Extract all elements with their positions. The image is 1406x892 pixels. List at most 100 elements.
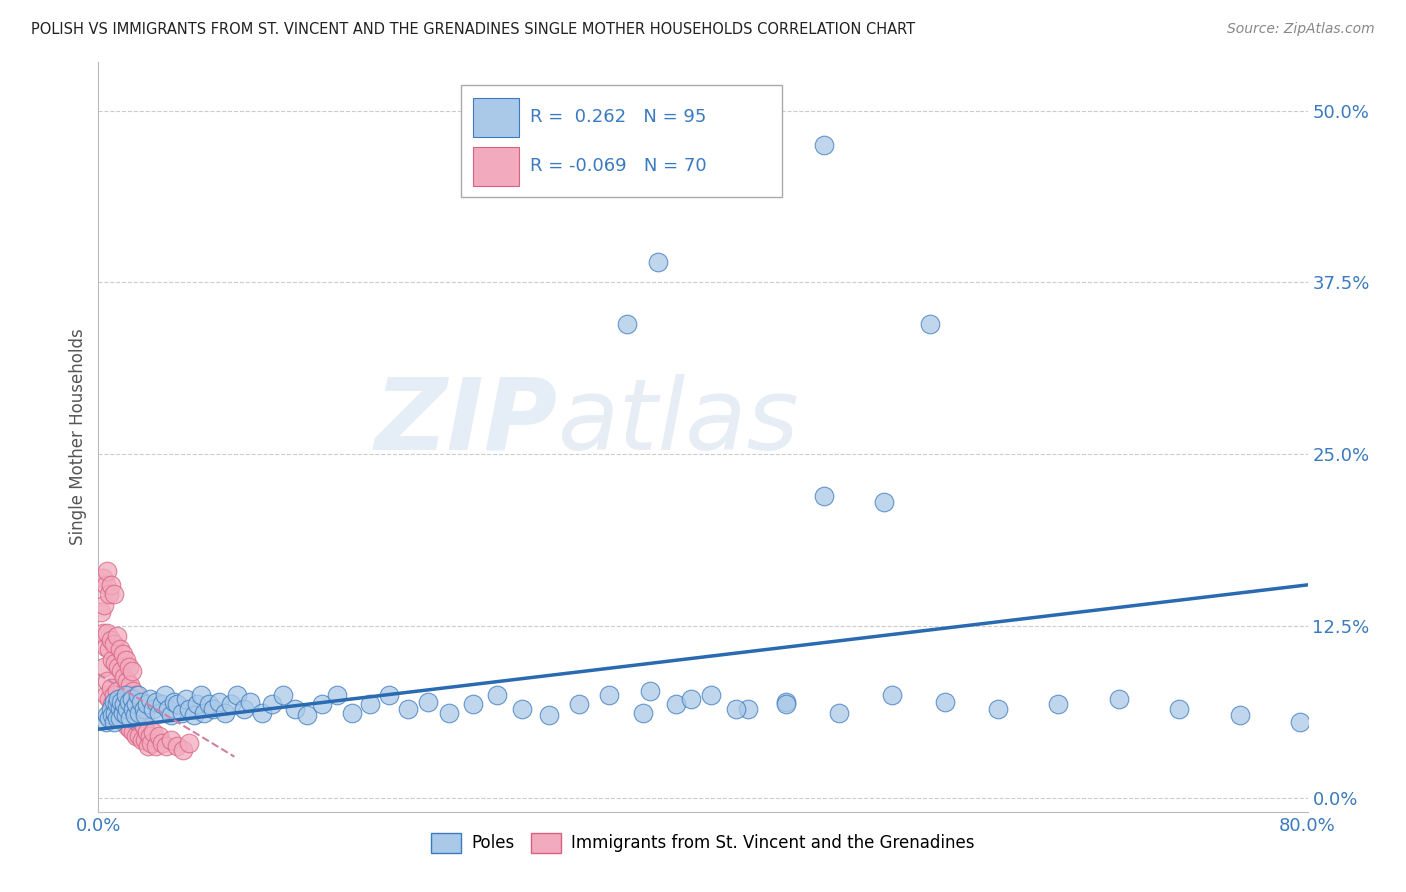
Point bbox=[153, 688, 176, 702]
Bar bbox=[474, 98, 519, 137]
Point bbox=[120, 678, 142, 692]
Point bbox=[160, 733, 183, 747]
Point bbox=[183, 708, 205, 723]
Point bbox=[166, 739, 188, 753]
Point bbox=[121, 708, 143, 723]
Point bbox=[108, 692, 131, 706]
Point bbox=[114, 701, 136, 715]
Point bbox=[232, 701, 254, 715]
Point bbox=[326, 688, 349, 702]
Point bbox=[190, 688, 212, 702]
Point bbox=[166, 698, 188, 712]
Point bbox=[105, 711, 128, 725]
Point bbox=[250, 706, 273, 720]
Point bbox=[124, 711, 146, 725]
Point bbox=[118, 695, 141, 709]
Text: atlas: atlas bbox=[558, 374, 800, 471]
Point bbox=[98, 692, 121, 706]
Point bbox=[120, 723, 142, 737]
Point bbox=[101, 708, 124, 723]
Point bbox=[111, 647, 134, 661]
Point bbox=[94, 640, 117, 654]
Point bbox=[396, 701, 419, 715]
Point bbox=[100, 578, 122, 592]
Point bbox=[568, 698, 591, 712]
Text: POLISH VS IMMIGRANTS FROM ST. VINCENT AND THE GRENADINES SINGLE MOTHER HOUSEHOLD: POLISH VS IMMIGRANTS FROM ST. VINCENT AN… bbox=[31, 22, 915, 37]
Point bbox=[186, 698, 208, 712]
Point bbox=[93, 660, 115, 674]
Point bbox=[111, 698, 134, 712]
Point bbox=[124, 708, 146, 723]
Point bbox=[160, 708, 183, 723]
Point bbox=[179, 736, 201, 750]
Point bbox=[155, 739, 177, 753]
Point bbox=[112, 715, 135, 730]
Point bbox=[873, 495, 896, 509]
Point bbox=[125, 688, 148, 702]
Point bbox=[112, 698, 135, 712]
Point bbox=[104, 657, 127, 671]
Point bbox=[813, 137, 835, 152]
Point bbox=[135, 698, 157, 712]
Point bbox=[115, 674, 138, 689]
Point bbox=[1168, 701, 1191, 715]
Point bbox=[101, 698, 124, 712]
Point bbox=[172, 743, 194, 757]
Point bbox=[93, 599, 115, 613]
Point bbox=[775, 698, 797, 712]
Point bbox=[638, 683, 661, 698]
Point bbox=[96, 708, 118, 723]
Point bbox=[510, 701, 533, 715]
Point bbox=[129, 695, 152, 709]
Point bbox=[486, 688, 509, 702]
Point bbox=[725, 701, 748, 715]
Point bbox=[121, 692, 143, 706]
Point bbox=[104, 706, 127, 720]
Point bbox=[98, 711, 121, 725]
FancyBboxPatch shape bbox=[461, 85, 782, 197]
Point bbox=[679, 692, 702, 706]
Point bbox=[918, 317, 941, 331]
Point bbox=[141, 736, 163, 750]
Point bbox=[934, 695, 956, 709]
Point bbox=[174, 692, 197, 706]
Point bbox=[98, 587, 121, 601]
Point bbox=[665, 698, 688, 712]
Point bbox=[132, 719, 155, 733]
Point bbox=[128, 706, 150, 720]
Point bbox=[125, 729, 148, 743]
Point bbox=[121, 665, 143, 679]
Point bbox=[96, 564, 118, 578]
Point bbox=[105, 683, 128, 698]
Point bbox=[311, 698, 333, 712]
Point bbox=[377, 688, 399, 702]
Point bbox=[221, 698, 243, 712]
Point bbox=[163, 695, 186, 709]
Point bbox=[1289, 715, 1312, 730]
Text: R =  0.262   N = 95: R = 0.262 N = 95 bbox=[530, 108, 706, 126]
Point bbox=[115, 701, 138, 715]
Point bbox=[127, 715, 149, 730]
Point bbox=[120, 711, 142, 725]
Point bbox=[131, 733, 153, 747]
Point bbox=[134, 708, 156, 723]
Point bbox=[170, 706, 193, 720]
Point bbox=[226, 688, 249, 702]
Point bbox=[105, 698, 128, 712]
Point bbox=[103, 637, 125, 651]
Point bbox=[96, 674, 118, 689]
Point bbox=[737, 701, 759, 715]
Point bbox=[197, 698, 219, 712]
Point bbox=[148, 706, 170, 720]
Point bbox=[142, 701, 165, 715]
Point bbox=[342, 706, 364, 720]
Point bbox=[1047, 698, 1070, 712]
Point bbox=[128, 729, 150, 743]
Point bbox=[1108, 692, 1130, 706]
Point bbox=[135, 725, 157, 739]
Point bbox=[699, 688, 721, 702]
Point bbox=[284, 701, 307, 715]
Point bbox=[122, 701, 145, 715]
Point bbox=[114, 688, 136, 702]
Text: ZIP: ZIP bbox=[375, 374, 558, 471]
